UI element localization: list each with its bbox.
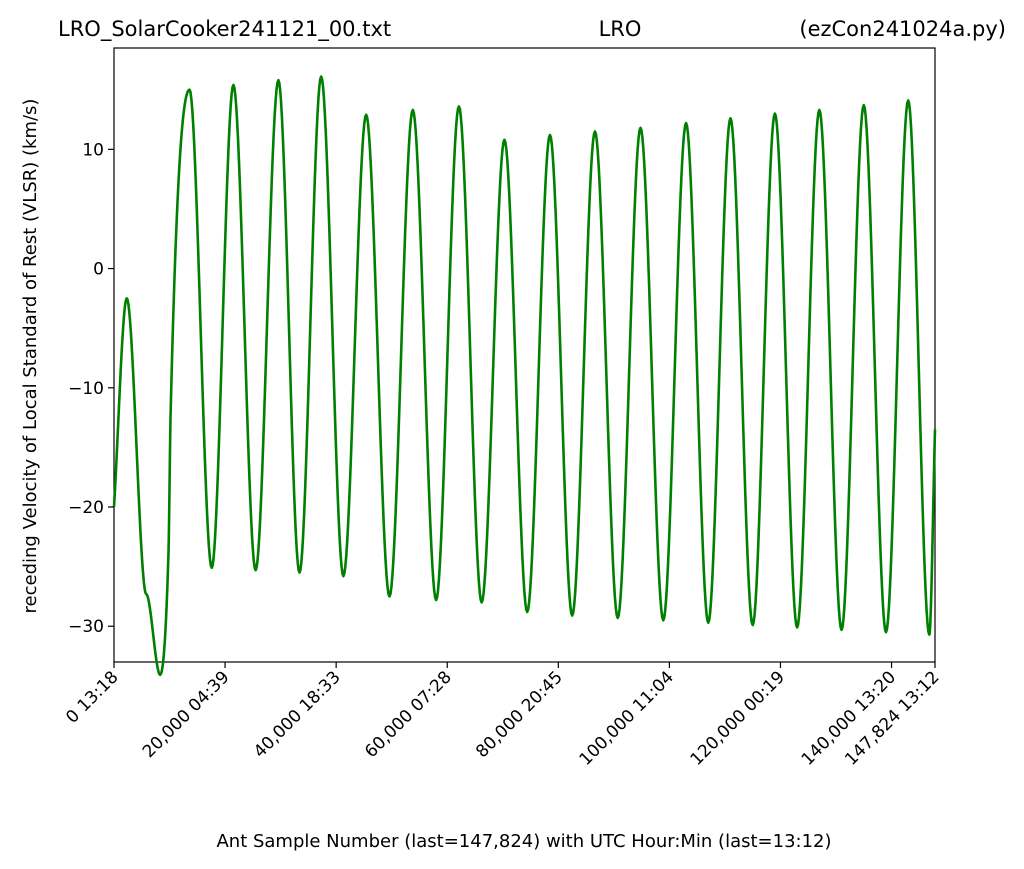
plot-area	[113, 47, 936, 663]
y-axis-label: receding Velocity of Local Standard of R…	[20, 99, 41, 614]
y-tick-label: −30	[68, 617, 104, 637]
x-tick-label: 60,000 07:28	[361, 667, 456, 762]
x-axis: 0 13:18 20,000 04:39 40,000 18:33 60,000 07…	[62, 662, 944, 770]
x-tick-label: 80,000 20:45	[472, 667, 567, 762]
y-tick-label: −10	[68, 379, 104, 399]
x-tick-label: 120,000 00:19	[687, 667, 789, 769]
x-tick-label: 40,000 18:33	[250, 667, 345, 762]
x-tick-label: 0 13:18	[62, 667, 122, 727]
y-tick-label: −20	[68, 498, 104, 518]
chart-title-left: LRO_SolarCooker241121_00.txt	[58, 17, 391, 42]
y-axis: −30 −20 −10 0 10	[68, 140, 114, 637]
y-tick-label: 10	[82, 140, 104, 160]
series-layer	[112, 75, 937, 677]
chart-title-right: (ezCon241024a.py)	[799, 17, 1006, 41]
plot-frame	[113, 47, 936, 663]
x-tick-label: 20,000 04:39	[139, 667, 234, 762]
chart-title-center: LRO	[599, 17, 642, 41]
series-line-0	[112, 75, 937, 677]
y-tick-label: 0	[93, 260, 104, 280]
x-tick-label: 100,000 11:04	[576, 667, 678, 769]
x-axis-label: Ant Sample Number (last=147,824) with UT…	[216, 831, 831, 852]
